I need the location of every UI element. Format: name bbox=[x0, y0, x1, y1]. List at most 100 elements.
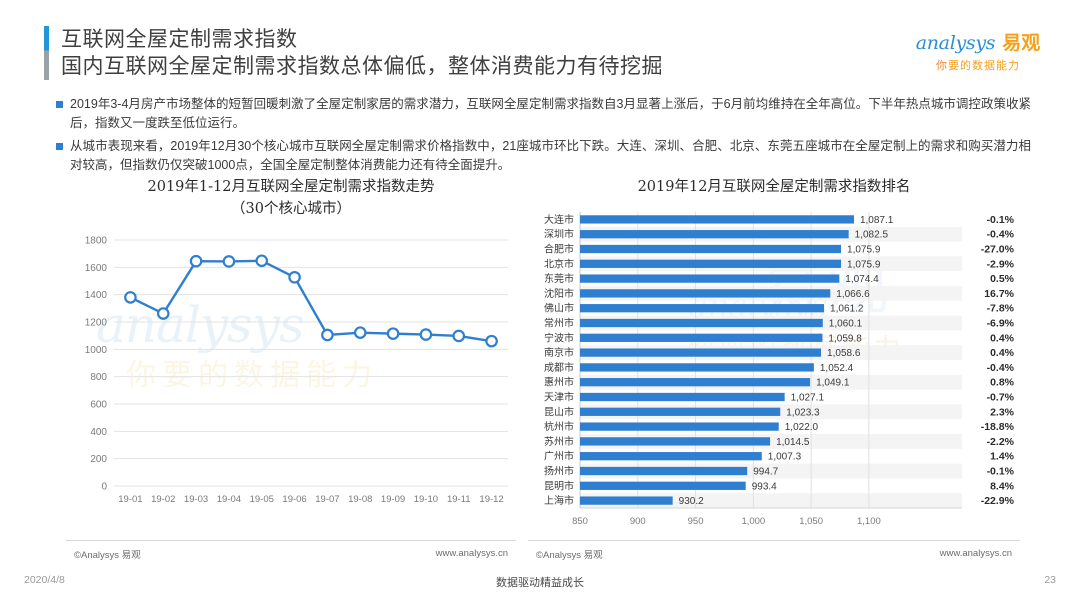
square-bullet-icon bbox=[56, 143, 63, 150]
right-chart-panel: 2019年12月互联网全屋定制需求指数排名 易观 analysys 你要的数据能… bbox=[528, 176, 1020, 566]
table-row-city-label: 宁波市 bbox=[544, 331, 574, 344]
slide-date: 2020/4/8 bbox=[24, 574, 65, 586]
table-row-bar[interactable] bbox=[580, 437, 771, 446]
table-row-bar[interactable] bbox=[580, 466, 748, 476]
x-axis-tick-label: 19-09 bbox=[381, 494, 405, 505]
data-point-marker[interactable] bbox=[124, 291, 137, 304]
data-point-marker[interactable] bbox=[156, 307, 170, 320]
y-axis-tick-label: 1000 bbox=[85, 345, 108, 356]
bar-chart-svg: 大连市 1,087.1 -0.1% 深圳市 1,082.5 -0.4% 合肥市 1,075.9… bbox=[544, 212, 1015, 527]
table-row-bar[interactable] bbox=[580, 274, 840, 283]
x-axis-tick-label: 1,100 bbox=[857, 516, 881, 527]
table-row-bar[interactable] bbox=[580, 348, 822, 357]
data-point-marker[interactable] bbox=[321, 328, 334, 342]
table-row-bar[interactable] bbox=[580, 244, 842, 254]
table-row-city-label: 常州市 bbox=[544, 317, 574, 330]
page-subtitle: 国内互联网全屋定制需求指数总体偏低，整体消费能力有待挖掘 bbox=[61, 55, 663, 78]
x-axis-tick-label: 19-02 bbox=[151, 494, 175, 505]
table-row-change-label: -0.1% bbox=[987, 466, 1015, 478]
city-demand-index-ranking-chart: 大连市 1,087.1 -0.1% 深圳市 1,082.5 -0.4% 合肥市 1,075.9… bbox=[528, 206, 1020, 527]
x-axis-tick-label: 19-06 bbox=[282, 494, 306, 505]
table-row-bar[interactable] bbox=[580, 304, 825, 313]
bullet-list: 2019年3-4月房产市场整体的短暂回暖刺激了全屋定制家居的需求潜力，互联网全屋… bbox=[56, 95, 1031, 179]
data-point-marker[interactable] bbox=[222, 255, 236, 268]
data-point-marker[interactable] bbox=[353, 326, 367, 339]
left-chart-panel: 2019年1-12月互联网全屋定制需求指数走势 （30个核心城市） analys… bbox=[66, 176, 516, 566]
table-row-bar[interactable] bbox=[580, 496, 673, 505]
slide-footer-text: 数据驱动精益成长 bbox=[496, 577, 584, 589]
list-item: 2019年3-4月房产市场整体的短暂回暖刺激了全屋定制家居的需求潜力，互联网全屋… bbox=[56, 95, 1031, 133]
table-row-city-label: 昆山市 bbox=[544, 405, 574, 418]
table-row-change-label: -0.7% bbox=[987, 392, 1015, 404]
table-row-value-label: 1,049.1 bbox=[816, 378, 850, 389]
table-row-city-label: 广州市 bbox=[544, 450, 574, 463]
table-row-city-label: 佛山市 bbox=[544, 302, 574, 315]
data-point-marker[interactable] bbox=[288, 271, 301, 284]
table-row-city-label: 杭州市 bbox=[544, 420, 574, 433]
y-axis-tick-label: 1600 bbox=[85, 263, 108, 274]
list-item: 从城市表现来看，2019年12月30个核心城市互联网全屋定制需求价格指数中，21… bbox=[56, 137, 1031, 175]
right-footer-url[interactable]: www.analysys.cn bbox=[939, 548, 1012, 559]
table-row-change-label: 0.8% bbox=[990, 377, 1015, 389]
left-panel-footer: ©Analysys 易观 www.analysys.cn bbox=[66, 540, 516, 566]
table-row-value-label: 1,075.9 bbox=[847, 245, 881, 256]
title-accent-bar bbox=[44, 26, 49, 80]
right-chart-title: 2019年12月互联网全屋定制需求指数排名 bbox=[637, 179, 911, 195]
table-row-value-label: 1,060.1 bbox=[829, 319, 863, 330]
table-row-bar[interactable] bbox=[580, 289, 831, 298]
slide-footer: 2020/4/8 数据驱动精益成长 23 bbox=[0, 574, 1080, 594]
table-row-value-label: 1,023.3 bbox=[786, 407, 820, 418]
table-row-city-label: 东莞市 bbox=[544, 272, 574, 285]
table-row-city-label: 成都市 bbox=[544, 361, 574, 374]
left-footer-copyright: ©Analysys 易观 bbox=[74, 549, 141, 561]
x-axis-tick-label: 850 bbox=[572, 516, 588, 527]
table-row-bar[interactable] bbox=[580, 422, 779, 431]
data-point-marker[interactable] bbox=[452, 329, 466, 343]
x-axis-tick-label: 1,050 bbox=[799, 516, 823, 527]
table-row-bar[interactable] bbox=[580, 318, 823, 328]
table-row-change-label: 1.4% bbox=[990, 451, 1015, 463]
table-row-bar[interactable] bbox=[580, 215, 854, 224]
table-row-bar[interactable] bbox=[580, 481, 746, 490]
table-row-value-label: 1,027.1 bbox=[791, 393, 825, 404]
data-point-marker[interactable] bbox=[255, 254, 269, 268]
page-title-block: 互联网全屋定制需求指数 国内互联网全屋定制需求指数总体偏低，整体消费能力有待挖掘 bbox=[44, 26, 663, 80]
table-row-bar[interactable] bbox=[580, 407, 781, 416]
table-row-value-label: 1,087.1 bbox=[860, 215, 894, 226]
y-axis-tick-label: 1800 bbox=[85, 236, 108, 247]
table-row-value-label: 1,052.4 bbox=[820, 363, 854, 374]
data-point-marker[interactable] bbox=[189, 254, 203, 268]
left-footer-url[interactable]: www.analysys.cn bbox=[435, 548, 508, 559]
x-axis-tick-label: 19-12 bbox=[479, 494, 503, 505]
table-row-bar[interactable] bbox=[580, 333, 823, 342]
data-point-marker[interactable] bbox=[386, 327, 400, 340]
x-axis-tick-label: 950 bbox=[688, 516, 704, 527]
data-point-marker[interactable] bbox=[419, 328, 433, 341]
title-text-group: 互联网全屋定制需求指数 国内互联网全屋定制需求指数总体偏低，整体消费能力有待挖掘 bbox=[61, 26, 663, 80]
table-row-city-label: 上海市 bbox=[544, 494, 574, 507]
data-point-marker[interactable] bbox=[485, 334, 498, 348]
table-row-city-label: 扬州市 bbox=[544, 465, 574, 478]
table-row-change-label: 8.4% bbox=[990, 480, 1015, 492]
page-title: 互联网全屋定制需求指数 bbox=[61, 28, 298, 51]
table-row-change-label: -0.4% bbox=[987, 362, 1015, 374]
table-row-change-label: -22.9% bbox=[981, 495, 1015, 507]
table-row-bar[interactable] bbox=[580, 230, 849, 239]
table-row-bar[interactable] bbox=[580, 392, 785, 402]
table-row-bar[interactable] bbox=[580, 378, 811, 387]
y-axis-tick-label: 1200 bbox=[85, 318, 108, 329]
table-row-value-label: 1,014.5 bbox=[776, 437, 810, 448]
table-row-value-label: 1,007.3 bbox=[768, 452, 802, 463]
table-row-city-label: 大连市 bbox=[544, 213, 574, 226]
table-row-bar[interactable] bbox=[580, 452, 762, 461]
table-row-value-label: 994.7 bbox=[753, 467, 778, 478]
table-row-bar[interactable] bbox=[580, 259, 842, 268]
table-row-bar[interactable] bbox=[580, 363, 814, 372]
table-row-change-label: -27.0% bbox=[981, 244, 1015, 256]
row-band bbox=[580, 493, 962, 508]
right-footer-copyright: ©Analysys 易观 bbox=[536, 549, 603, 561]
table-row-city-label: 苏州市 bbox=[544, 435, 574, 448]
table-row-value-label: 1,022.0 bbox=[785, 422, 819, 433]
table-row-change-label: 0.4% bbox=[990, 347, 1015, 359]
x-axis-tick-label: 19-07 bbox=[315, 494, 339, 505]
